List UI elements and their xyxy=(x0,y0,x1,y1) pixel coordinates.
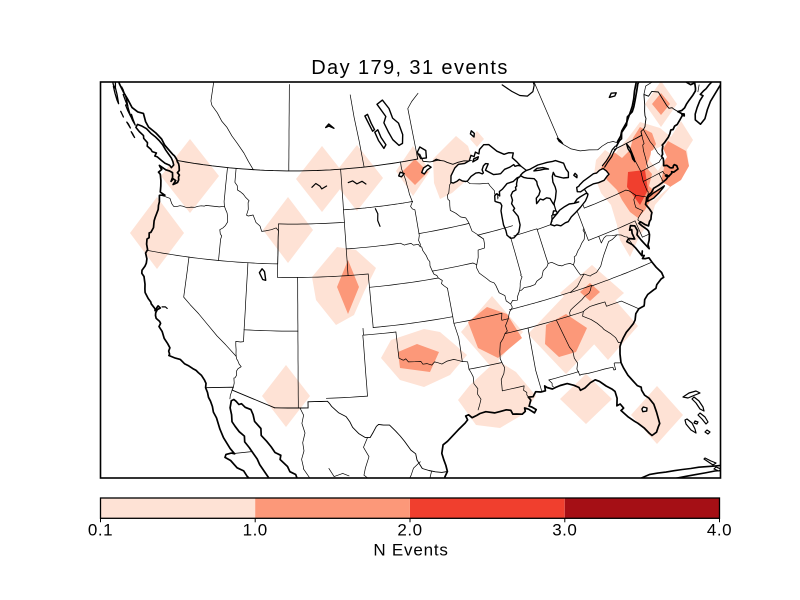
svg-text:0.1: 0.1 xyxy=(88,521,113,540)
svg-text:1.0: 1.0 xyxy=(243,521,268,540)
svg-text:4.0: 4.0 xyxy=(707,521,732,540)
svg-text:3.0: 3.0 xyxy=(552,521,577,540)
svg-text:2.0: 2.0 xyxy=(397,521,422,540)
svg-text:Day 179, 31 events: Day 179, 31 events xyxy=(311,57,509,79)
svg-text:N Events: N Events xyxy=(373,541,448,560)
